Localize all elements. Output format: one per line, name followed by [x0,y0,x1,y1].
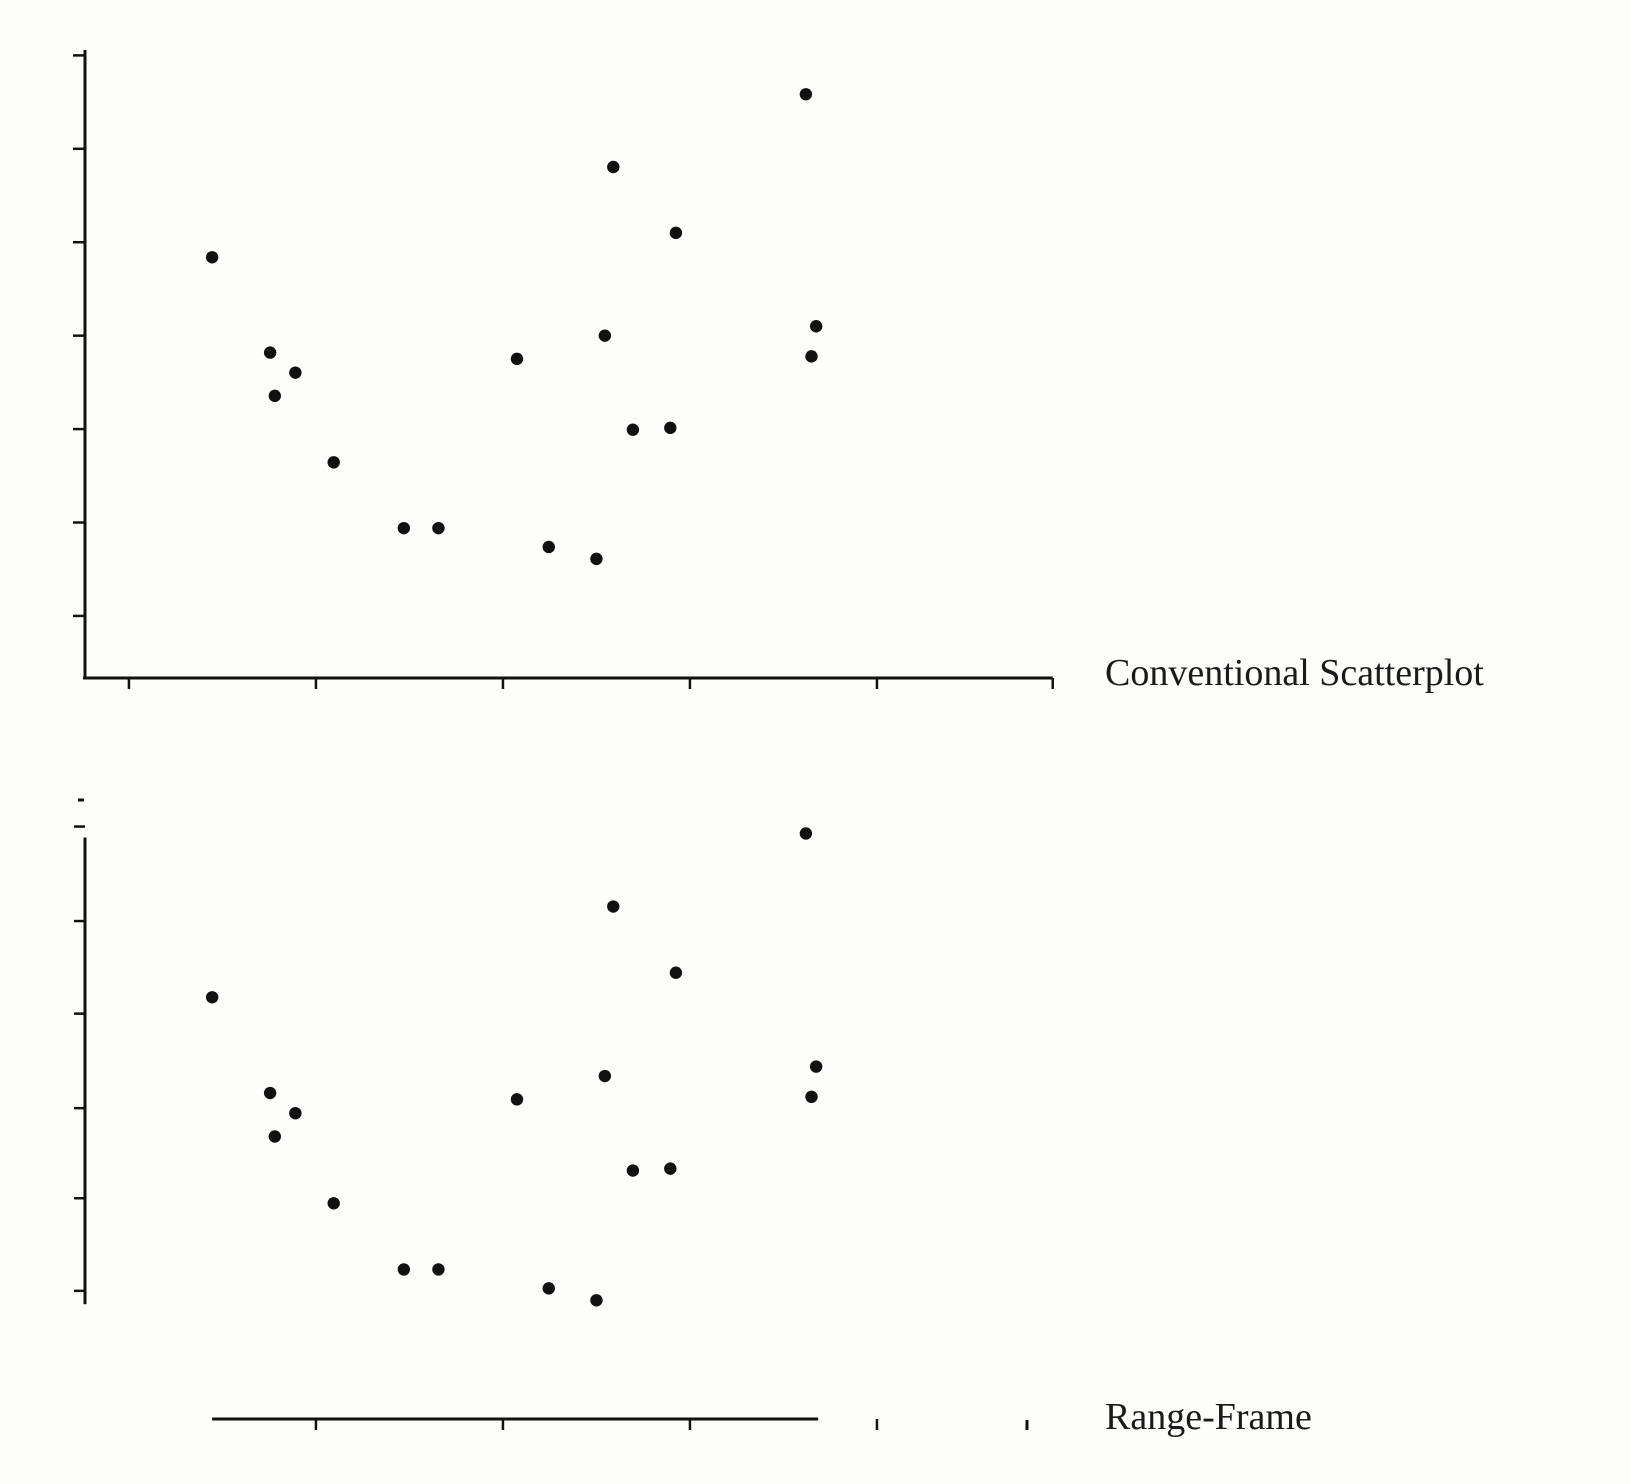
data-point [432,521,445,535]
data-point [263,1086,277,1100]
data-point [669,226,683,240]
conventional-scatterplot [73,50,1054,689]
data-point [289,366,302,379]
data-point [607,900,620,913]
data-point [805,350,818,363]
data-point [664,1162,677,1175]
data-point [268,389,282,403]
data-point [669,966,683,979]
data-point [598,1069,612,1083]
data-point [809,320,823,333]
range-frame-scatterplot [74,798,1029,1430]
data-point [397,1263,411,1276]
data-point [607,160,620,174]
data-point [799,827,813,840]
data-point [590,1294,603,1307]
range-frame-caption: Range-Frame [1105,1396,1312,1438]
data-point [397,521,411,535]
data-point [268,1130,282,1143]
data-point [510,352,524,366]
data-point [598,329,612,342]
data-point [805,1090,818,1104]
data-point [327,456,340,469]
conventional-scatterplot-caption: Conventional Scatterplot [1105,652,1484,694]
data-point [327,1197,340,1210]
data-point [626,423,640,436]
data-point [432,1263,445,1276]
data-point [809,1060,823,1073]
data-point [542,1282,555,1295]
data-point [542,540,555,554]
data-point [263,346,277,359]
data-point [510,1093,524,1106]
data-point [289,1106,302,1120]
data-point [205,991,219,1004]
data-point [626,1164,640,1177]
data-point [205,251,219,264]
data-point [799,88,813,101]
data-point [590,552,603,566]
data-point [664,421,677,435]
